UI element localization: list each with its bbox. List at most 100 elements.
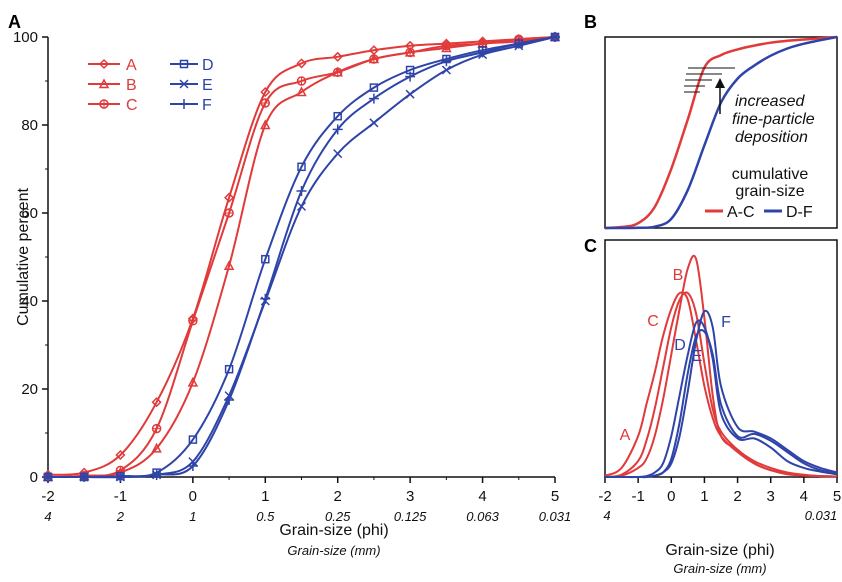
c-x-tick-label: 4	[800, 488, 808, 505]
curve-label-a: A	[620, 427, 631, 444]
data-point	[296, 58, 307, 69]
legend-item-d: D	[170, 57, 214, 74]
y-tick-label: 40	[21, 293, 38, 310]
c-x-axis-title: Grain-size (phi)	[665, 542, 774, 559]
data-point	[43, 472, 53, 482]
x-mm-label: 2	[116, 509, 125, 524]
svg-text:C: C	[126, 97, 138, 114]
x-axis-title: Grain-size (phi)	[279, 522, 388, 539]
x-mm-label: 0.5	[256, 509, 275, 524]
panel-b-frame	[604, 36, 838, 229]
legend-title-line-2: grain-size	[735, 183, 804, 200]
x-tick-label: -1	[114, 488, 127, 505]
data-point	[187, 376, 199, 387]
panel-c-frame	[604, 239, 838, 478]
x-mm-label: 0.063	[466, 509, 499, 524]
data-point	[333, 111, 342, 121]
data-point	[441, 65, 451, 75]
legend-item-f: F	[170, 97, 212, 114]
c-x-tick-label: 2	[733, 488, 741, 505]
data-point	[151, 442, 162, 453]
x-tick-label: 0	[189, 488, 197, 505]
panel-c-ticks: -2 -1 0 1 2 3 4 5 4 0.031	[598, 477, 841, 523]
data-point	[224, 395, 235, 405]
c-x-tick-label: 0	[667, 488, 675, 505]
data-point	[151, 423, 162, 434]
data-point	[550, 32, 560, 42]
c-x-tick-label: 3	[767, 488, 775, 505]
data-point	[260, 119, 271, 130]
panel-b-hatch	[684, 67, 735, 93]
data-point	[296, 186, 307, 196]
series-e	[43, 32, 560, 482]
series-line-a	[47, 36, 556, 476]
c-series-c	[604, 291, 838, 478]
data-point	[369, 83, 379, 92]
panel-letter-b: B	[584, 12, 597, 32]
series-line-b	[47, 36, 556, 478]
panel-a-series	[42, 31, 561, 482]
data-point	[368, 93, 379, 104]
x-axis-subtitle: Grain-size (mm)	[287, 543, 380, 558]
data-point	[188, 316, 198, 326]
data-point	[296, 201, 307, 211]
legend-item-e: E	[170, 77, 213, 94]
svg-text:E: E	[202, 77, 213, 94]
data-point	[369, 118, 379, 128]
series-line-e	[48, 36, 556, 479]
data-point	[79, 472, 90, 482]
c-series-b	[604, 254, 838, 478]
data-point	[187, 461, 198, 471]
x-tick-label: 3	[406, 488, 414, 505]
data-point	[405, 89, 415, 99]
legend-item-a-c: A-C	[705, 204, 755, 221]
data-point	[260, 86, 271, 98]
series-line-f	[48, 36, 556, 479]
data-point	[296, 76, 307, 86]
c-x-tick-label: 1	[700, 488, 708, 505]
series-d	[43, 32, 560, 482]
data-point	[441, 41, 452, 51]
c-mm-label-right: 0.031	[805, 508, 838, 523]
panel-a-legend: A B C D E F	[88, 57, 214, 114]
curve-label-e: E	[692, 348, 703, 365]
legend-item-b: B	[88, 77, 137, 94]
y-tick-label: 0	[30, 469, 38, 486]
svg-text:A: A	[126, 57, 137, 74]
x-mm-label: 0.25	[325, 509, 351, 524]
svg-text:D: D	[202, 57, 214, 74]
c-series-f	[605, 309, 838, 479]
data-point	[477, 47, 488, 58]
c-series-d	[605, 319, 838, 479]
x-tick-label: 5	[551, 488, 559, 505]
curve-label-b: B	[673, 267, 684, 284]
data-point	[441, 42, 452, 53]
data-point	[224, 364, 234, 374]
panel-letter-a: A	[8, 12, 21, 32]
data-point	[260, 293, 271, 304]
x-tick-label: 1	[261, 488, 269, 505]
x-mm-label: 1	[189, 509, 196, 524]
data-point	[261, 254, 270, 264]
panel-a-ticks: -24-120110.520.2530.12540.06350.03102040…	[13, 29, 571, 524]
svg-text:B: B	[126, 77, 137, 94]
legend-item-d-f: D-F	[764, 204, 813, 221]
x-tick-label: -2	[41, 488, 54, 505]
y-tick-label: 80	[21, 117, 38, 134]
legend-title-line-1: cumulative	[732, 166, 809, 183]
panel-c-series	[604, 254, 838, 479]
c-x-tick-label: 5	[833, 488, 841, 505]
series-c	[43, 32, 560, 482]
data-point	[188, 435, 198, 444]
series-line-d	[47, 36, 556, 479]
data-point	[296, 86, 307, 97]
legend-item-a: A	[88, 57, 137, 74]
x-tick-label: 4	[478, 488, 486, 505]
series-line-c	[47, 36, 556, 478]
curve-label-f: F	[721, 314, 731, 331]
c-x-axis-subtitle: Grain-size (mm)	[673, 561, 766, 576]
data-point	[513, 38, 524, 49]
svg-text:D-F: D-F	[786, 204, 813, 221]
series-b	[42, 31, 561, 482]
